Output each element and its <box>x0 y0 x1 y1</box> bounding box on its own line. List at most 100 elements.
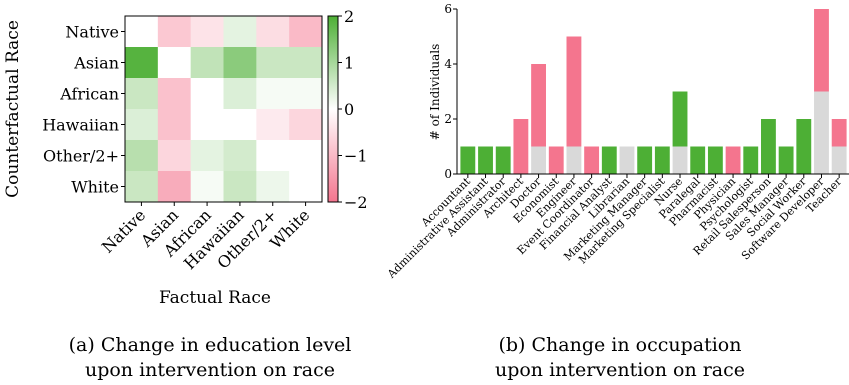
heatmap-cells <box>125 16 323 203</box>
heatmap-cell <box>289 140 323 172</box>
heatmap-cell <box>125 171 159 203</box>
bar-segment <box>584 146 600 174</box>
colorbar-tick-label: 2 <box>344 7 354 26</box>
heatmap-y-tick-label: African <box>59 85 119 104</box>
heatmap-cell <box>157 78 192 110</box>
bar-segment <box>707 146 723 174</box>
bar-chart-y-tick-label: 4 <box>444 57 452 71</box>
heatmap-cell <box>190 109 224 141</box>
heatmap-cell <box>190 47 224 79</box>
heatmap-cell <box>256 78 290 110</box>
heatmap-x-axis-label: Factual Race <box>159 288 271 308</box>
heatmap-cell <box>289 16 323 48</box>
heatmap-y-tick-label: White <box>71 178 119 197</box>
heatmap-cell <box>190 140 224 172</box>
heatmap-cell <box>223 140 257 172</box>
heatmap-cell <box>157 47 192 79</box>
heatmap-cell <box>125 109 159 141</box>
heatmap-cell <box>157 109 192 141</box>
bar-segment <box>531 146 546 174</box>
caption-b: (b) Change in occupation upon interventi… <box>450 333 790 383</box>
figure: NativeAsianAfricanHawaiianOther/2+White … <box>3 2 849 308</box>
heatmap-cell <box>223 47 257 79</box>
heatmap-cell <box>190 78 224 110</box>
caption-b-line1: (b) Change in occupation <box>498 334 742 356</box>
bar-chart-y-ticks: 0 2 4 6 <box>444 2 457 181</box>
bar-segment <box>672 146 688 174</box>
bar-segment <box>690 146 706 174</box>
heatmap-cell <box>289 171 323 203</box>
bar-segment <box>513 119 529 174</box>
colorbar-tick-label: −1 <box>344 147 368 166</box>
heatmap-chart: NativeAsianAfricanHawaiianOther/2+White … <box>3 7 368 308</box>
bar-chart-y-tick-label: 0 <box>444 167 452 181</box>
bar-chart-x-tick-label: Administrative Assistant <box>384 175 491 282</box>
bar-segment <box>637 146 653 174</box>
bar-segment <box>814 91 829 174</box>
bar-segment <box>548 146 564 174</box>
bar-segment <box>778 146 794 174</box>
caption-a-line2: upon intervention on race <box>84 359 336 381</box>
heatmap-cell <box>256 109 290 141</box>
bar-segment <box>495 146 511 174</box>
heatmap-y-ticks: Native Asian African Hawaiian Other/2+ White <box>42 23 125 197</box>
heatmap-cell <box>256 140 290 172</box>
heatmap-cell <box>125 78 159 110</box>
heatmap-cell <box>256 171 290 203</box>
bar-segment <box>761 119 776 174</box>
bar-segment <box>601 146 617 174</box>
bar-chart-y-tick-label: 6 <box>444 2 452 16</box>
heatmap-cell <box>157 16 192 48</box>
heatmap-cell <box>157 140 192 172</box>
heatmap-cell <box>223 109 257 141</box>
heatmap-cell <box>125 16 159 48</box>
heatmap-cell <box>289 78 323 110</box>
bar-segment <box>814 9 829 92</box>
heatmap-y-tick-label: Native <box>65 23 119 42</box>
colorbar-ticks: 2 1 0 −1 −2 <box>338 7 368 212</box>
bar-segment <box>672 91 688 147</box>
heatmap-cell <box>256 47 290 79</box>
heatmap-cell <box>190 16 224 48</box>
heatmap-cell <box>125 140 159 172</box>
heatmap-cell <box>190 171 224 203</box>
caption-a-line1: (a) Change in education level <box>68 334 352 356</box>
heatmap-cell <box>223 16 257 48</box>
bar-chart-bars <box>460 9 847 174</box>
heatmap-y-axis-label: Counterfactual Race <box>3 20 23 198</box>
heatmap-y-tick-label: Other/2+ <box>43 147 119 166</box>
colorbar-tick-label: 1 <box>344 54 354 73</box>
bar-segment <box>460 146 476 174</box>
heatmap-x-tick-label: Native <box>98 205 149 256</box>
colorbar-tick-label: −2 <box>344 193 368 212</box>
heatmap-cell <box>289 47 323 79</box>
bar-segment <box>531 64 546 147</box>
heatmap-cell <box>256 16 290 48</box>
heatmap-y-tick-label: Asian <box>73 54 119 73</box>
bar-segment <box>566 36 582 147</box>
bar-segment <box>566 146 582 174</box>
heatmap-cell <box>157 171 192 203</box>
heatmap-cell <box>125 47 159 79</box>
caption-a: (a) Change in education level upon inter… <box>40 333 380 383</box>
colorbar <box>327 15 339 203</box>
bar-chart-y-tick-label: 2 <box>444 112 452 126</box>
bar-segment <box>831 119 847 147</box>
bar-segment <box>725 146 741 174</box>
heatmap-cell <box>223 78 257 110</box>
bar-segment <box>743 146 759 174</box>
bar-chart-y-axis-label: # of Individuals <box>428 44 442 141</box>
bar-segment <box>796 119 812 174</box>
heatmap-cell <box>223 171 257 203</box>
heatmap-frame <box>124 15 323 203</box>
bar-segment <box>619 146 635 174</box>
colorbar-tick-label: 0 <box>344 100 354 119</box>
bar-segment <box>478 146 493 174</box>
bar-segment <box>831 146 847 174</box>
caption-b-line2: upon intervention on race <box>494 359 746 381</box>
heatmap-cell <box>289 109 323 141</box>
heatmap-y-tick-label: Hawaiian <box>42 116 119 135</box>
